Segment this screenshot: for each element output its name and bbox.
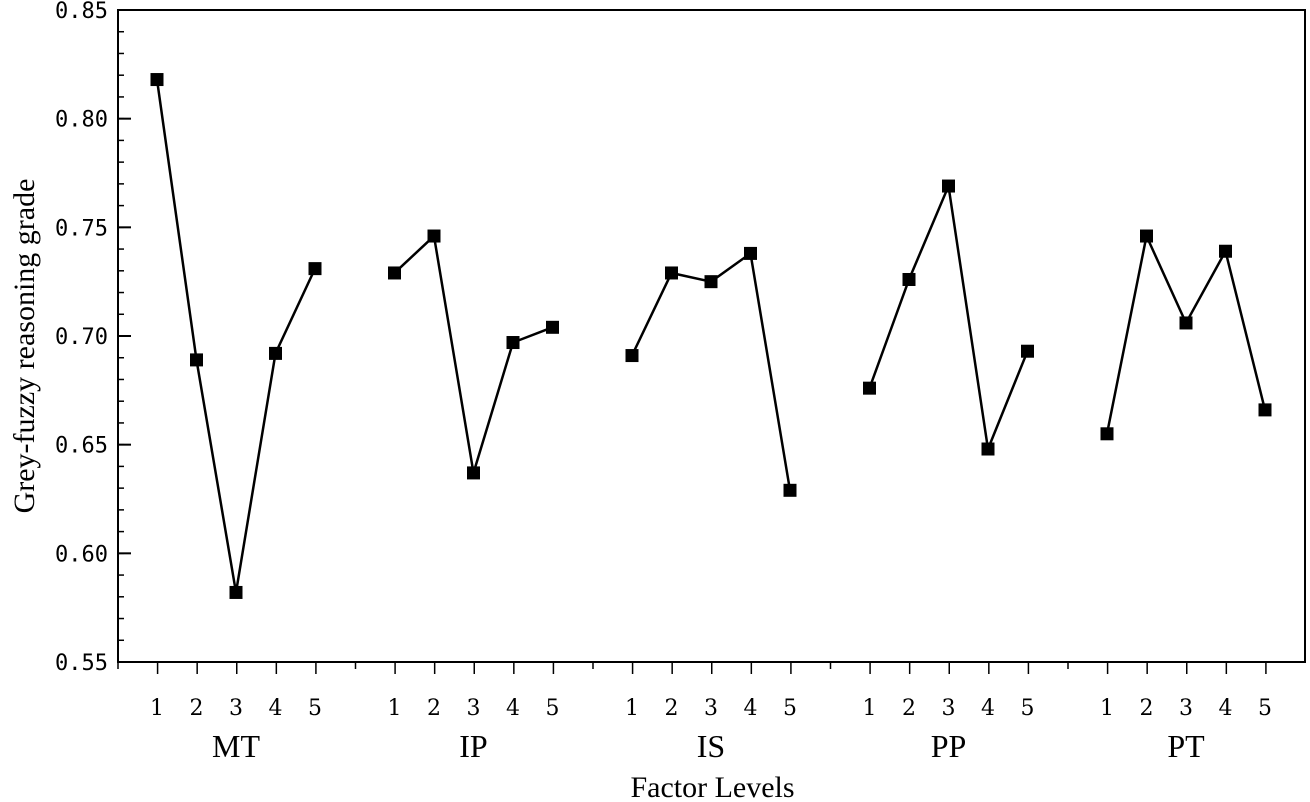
x-level-label: 1 <box>150 696 164 721</box>
y-tick-label: 0.80 <box>55 108 108 133</box>
data-point <box>1021 344 1034 358</box>
x-level-label: 5 <box>1021 696 1035 721</box>
x-level-label: 1 <box>388 696 402 721</box>
y-tick-label: 0.85 <box>55 0 108 24</box>
x-level-label: 2 <box>427 696 441 721</box>
data-point <box>744 246 757 260</box>
x-level-label: 3 <box>1179 696 1193 721</box>
group-label-ip: IP <box>459 728 487 764</box>
data-point <box>942 179 955 193</box>
data-point <box>388 266 401 280</box>
y-tick-label: 0.60 <box>55 542 108 567</box>
data-point <box>863 381 876 395</box>
x-level-label: 1 <box>625 696 639 721</box>
series-line-ip <box>393 233 553 474</box>
data-point <box>665 266 678 280</box>
data-point <box>625 349 639 363</box>
x-level-label: 5 <box>546 696 560 721</box>
x-level-label: 3 <box>229 696 243 721</box>
x-level-label: 2 <box>665 696 679 721</box>
x-level-label: 3 <box>704 696 718 721</box>
data-point <box>546 320 559 334</box>
x-level-label: 5 <box>308 696 322 721</box>
series-line-pp <box>868 181 1029 454</box>
data-point <box>308 262 322 276</box>
x-level-label: 5 <box>1258 696 1272 721</box>
data-point <box>1258 403 1272 417</box>
x-level-label: 4 <box>269 696 283 721</box>
series-line-mt <box>155 79 317 593</box>
y-tick-label: 0.55 <box>55 651 108 676</box>
data-point <box>981 442 995 456</box>
y-tick-label: 0.70 <box>55 325 108 350</box>
x-level-label: 1 <box>1100 696 1114 721</box>
x-level-label: 2 <box>1140 696 1154 721</box>
x-axis-title: Factor Levels <box>630 771 794 802</box>
x-level-label: 4 <box>981 696 995 721</box>
data-point <box>269 346 282 360</box>
data-point <box>150 73 164 87</box>
x-level-label: 4 <box>744 696 758 721</box>
data-point <box>467 466 480 480</box>
y-tick-label: 0.65 <box>55 434 108 459</box>
data-point <box>783 483 797 497</box>
data-point <box>427 229 441 243</box>
data-point <box>1100 427 1114 441</box>
data-point <box>1140 229 1153 243</box>
group-label-pp: PP <box>931 728 967 764</box>
y-axis-title: Grey-fuzzy reasoning grade <box>8 179 41 514</box>
axes <box>117 9 1306 674</box>
x-level-label: 4 <box>1219 696 1233 721</box>
group-label-is: IS <box>697 728 725 764</box>
data-point <box>902 272 916 286</box>
data-point <box>506 336 520 350</box>
y-tick-label: 0.75 <box>55 216 108 241</box>
series-group <box>150 73 1272 599</box>
x-level-label: 1 <box>863 696 877 721</box>
x-level-label: 3 <box>942 696 956 721</box>
data-point <box>190 353 203 367</box>
series-line-pt <box>1105 231 1267 435</box>
data-point <box>1179 316 1193 330</box>
series-line-is <box>630 251 792 491</box>
data-point <box>704 275 718 289</box>
data-point <box>1219 244 1232 258</box>
x-level-label: 5 <box>783 696 797 721</box>
data-point <box>229 585 243 599</box>
group-label-pt: PT <box>1167 728 1205 764</box>
group-label-mt: MT <box>212 728 260 764</box>
x-level-label: 4 <box>506 696 520 721</box>
x-level-label: 2 <box>190 696 204 721</box>
x-level-label: 3 <box>467 696 481 721</box>
x-level-label: 2 <box>902 696 916 721</box>
